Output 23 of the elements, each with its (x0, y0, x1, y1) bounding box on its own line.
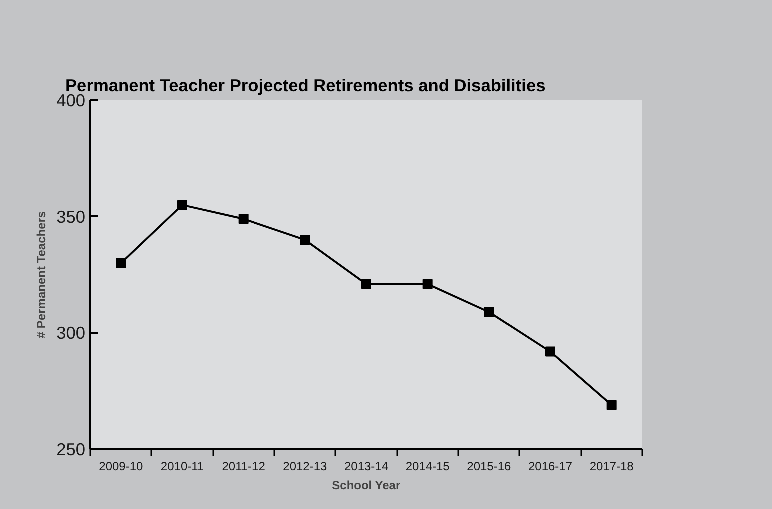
x-tick-label: 2013-14 (344, 460, 389, 474)
x-tick-label: 2017-18 (590, 460, 634, 474)
point (300, 235, 310, 246)
point (422, 279, 433, 290)
x-tick-label: 2010-11 (160, 460, 204, 474)
x-tick-label: 2016-17 (528, 460, 573, 474)
y-tick-label: 350 (56, 206, 86, 227)
point (546, 346, 556, 357)
point (116, 258, 126, 268)
x-axis-title: School Year (332, 478, 401, 492)
x-tick-label: 2009-10 (99, 460, 144, 474)
y-tick-label: 300 (56, 323, 86, 344)
point (484, 307, 494, 318)
point (606, 400, 617, 410)
point (238, 214, 249, 224)
y-axis-title: # Permanent Teachers (34, 211, 49, 339)
x-tick-label: 2015-16 (467, 460, 512, 474)
x-tick-label: 2011-12 (222, 460, 266, 474)
y-tick-label: 250 (56, 440, 86, 460)
x-tick-label: 2012-13 (283, 460, 328, 474)
x-tick-label: 2014-15 (406, 460, 450, 474)
point (362, 279, 372, 290)
point (178, 200, 188, 210)
